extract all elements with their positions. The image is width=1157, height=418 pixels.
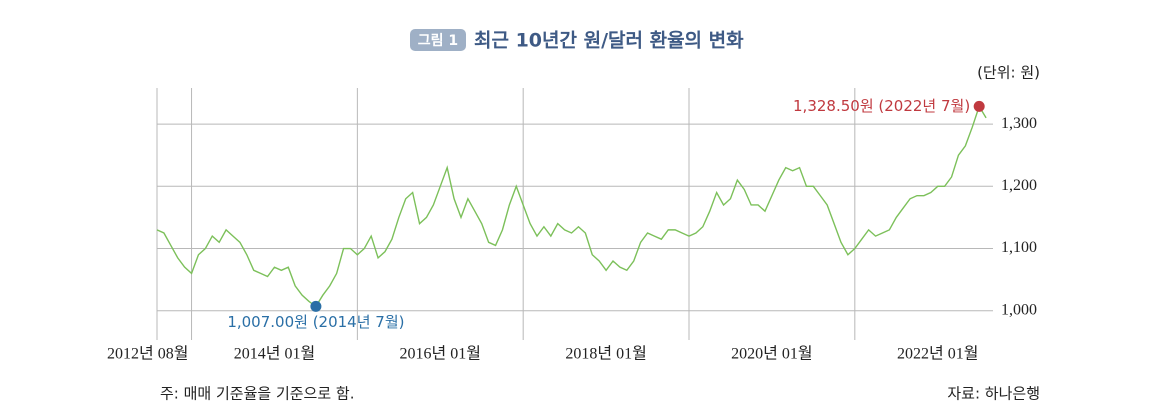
y-tick-label: 1,100 bbox=[1001, 239, 1037, 256]
unit-label: (단위: 원) bbox=[977, 64, 1040, 82]
source: 자료: 하나은행 bbox=[947, 385, 1040, 403]
highlight-point bbox=[973, 100, 985, 112]
x-tick-label: 2012년 08월 bbox=[107, 345, 188, 363]
y-tick-label: 1,000 bbox=[1001, 301, 1037, 318]
note: 주: 매매 기준율을 기준으로 함. bbox=[160, 385, 355, 403]
x-tick-label: 2014년 01월 bbox=[234, 345, 315, 363]
badge: 그림 1 bbox=[418, 33, 458, 49]
line bbox=[156, 104, 987, 308]
y-tick-label: 1,200 bbox=[1001, 177, 1037, 194]
x-tick-label: 2016년 01월 bbox=[400, 345, 481, 363]
highlight-point bbox=[310, 300, 322, 312]
x-tick-label: 2020년 01월 bbox=[731, 345, 812, 363]
highlight-label: 1,007.00원 (2014년 7월) bbox=[227, 313, 404, 331]
y-tick-label: 1,300 bbox=[1001, 115, 1037, 132]
badge-box bbox=[410, 29, 466, 51]
highlight-label: 1,328.50원 (2022년 7월) bbox=[793, 97, 970, 115]
x-tick-label: 2022년 01월 bbox=[897, 345, 978, 363]
chart-title: 최근 10년간 원/달러 환율의 변화 bbox=[474, 30, 744, 52]
x-tick-label: 2018년 01월 bbox=[565, 345, 646, 363]
